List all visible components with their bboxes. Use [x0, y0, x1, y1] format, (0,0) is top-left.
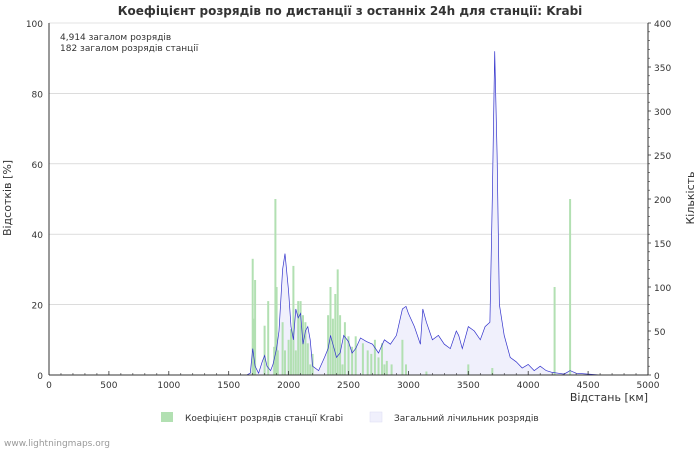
ratio-bar-4350	[569, 199, 572, 375]
y-left-tick-label-100: 100	[26, 20, 43, 30]
chart-title: Коефіцієнт розрядів по дистанції з остан…	[118, 4, 583, 18]
ratio-bar-2140	[304, 322, 307, 375]
legend-label-count: Загальний лічильник розрядів	[394, 414, 539, 424]
count-series-line-layer	[246, 51, 601, 376]
x-tick-label-3500: 3500	[457, 381, 480, 391]
y-left-axis-label: Відсотків [%]	[1, 160, 14, 236]
ratio-bar-2180	[309, 364, 312, 375]
ratio-bar-2430	[339, 315, 342, 375]
legend-swatch-count	[369, 411, 383, 423]
x-tick-label-3000: 3000	[397, 381, 420, 391]
ratio-bar-1700	[251, 258, 254, 375]
ratio-bar-2450	[341, 364, 344, 375]
y-right-tick-label-200: 200	[654, 196, 671, 206]
ratio-bar-2690	[370, 353, 373, 375]
info-total-discharges: 4,914 загалом розрядів	[60, 33, 171, 43]
ratio-bar-2780	[381, 343, 383, 375]
y-right-tick-label-350: 350	[654, 64, 671, 74]
y-right-tick-label-50: 50	[654, 328, 666, 338]
y-right-tick-label-300: 300	[654, 108, 671, 118]
x-axis-label: Відстань [км]	[570, 391, 648, 404]
y-right-tick-label-150: 150	[654, 240, 671, 250]
ratio-bar-3700	[491, 368, 494, 375]
ratio-bar-2160	[306, 343, 309, 375]
x-tick-label-2000: 2000	[277, 381, 300, 391]
y-right-tick-label-0: 0	[654, 372, 660, 382]
ratio-bar-2000	[287, 339, 290, 375]
x-tick-label-4500: 4500	[577, 381, 600, 391]
ratio-bar-1970	[284, 350, 286, 375]
x-tick-label-5000: 5000	[637, 381, 660, 391]
x-tick-label-500: 500	[100, 381, 117, 391]
ratio-bars-layer	[251, 199, 572, 375]
ratio-bar-4220	[553, 287, 556, 375]
grid	[49, 22, 648, 305]
ratio-bar-2330	[327, 315, 330, 375]
ratio-bar-2950	[401, 339, 404, 375]
y-left-tick-label-60: 60	[32, 161, 44, 171]
ratio-bar-2750	[377, 357, 380, 375]
x-tick-label-1500: 1500	[217, 381, 240, 391]
legend-label-ratio: Коефіцієнт розрядів станції Krabi	[185, 414, 343, 424]
ratio-bar-2500	[347, 336, 350, 375]
ratio-bar-2470	[343, 322, 346, 375]
ratio-bar-2800	[383, 364, 386, 375]
ratio-bar-1800	[263, 325, 266, 375]
x-tick-label-4000: 4000	[517, 381, 540, 391]
x-tick-label-0: 0	[46, 381, 52, 391]
y-left-tick-label-0: 0	[37, 372, 43, 382]
ratio-bar-2860	[390, 364, 393, 375]
ratio-bar-2980	[405, 364, 407, 375]
ratio-bar-1880	[273, 346, 276, 375]
ratio-bar-1720	[254, 280, 257, 375]
ratio-bar-2390	[334, 294, 337, 375]
x-tick-label-1000: 1000	[157, 381, 180, 391]
ratio-bar-3500	[467, 364, 470, 375]
x-tick-label-2500: 2500	[337, 381, 360, 391]
ratio-bar-2100	[299, 301, 302, 375]
y-right-tick-label-250: 250	[654, 152, 671, 162]
ratio-bar-1900	[275, 287, 278, 375]
count-series-line	[246, 51, 601, 376]
ratio-bar-1830	[267, 301, 270, 375]
ratio-bar-2660	[366, 350, 369, 375]
y-right-axis-label: Кількість	[684, 171, 697, 224]
ratio-bar-2060	[294, 350, 297, 375]
y-left-tick-label-20: 20	[32, 302, 44, 312]
ratio-bar-3150	[425, 371, 428, 375]
ratio-bar-2560	[354, 336, 357, 375]
ratio-bar-1890	[274, 199, 277, 375]
legend-swatch-ratio	[161, 412, 173, 422]
ratio-bar-2820	[385, 360, 388, 375]
y-left-tick-label-80: 80	[32, 90, 44, 100]
ratio-bar-1950	[281, 322, 284, 375]
y-right-tick-label-400: 400	[654, 20, 671, 30]
ratio-bar-2410	[336, 269, 339, 375]
y-left-tick-label-40: 40	[32, 231, 44, 241]
ratio-bar-2530	[351, 346, 354, 375]
ratio-bar-2020	[290, 329, 292, 375]
ratio-bar-2080	[297, 301, 300, 375]
ratio-bar-2120	[302, 315, 304, 375]
ratio-bar-2720	[373, 339, 376, 375]
legend: Коефіцієнт розрядів станції Krabi Загаль…	[161, 411, 539, 424]
info-box: 4,914 загалом розрядів 182 загалом розря…	[60, 33, 199, 54]
ratio-bar-1910	[276, 350, 279, 375]
ratio-bar-1710	[252, 318, 255, 375]
ratio-bar-2040	[292, 265, 295, 375]
y-right-tick-label-100: 100	[654, 284, 671, 294]
ratio-bar-2350	[329, 287, 332, 375]
footer-credit: www.lightningmaps.org	[4, 439, 110, 449]
ratio-bar-2370	[331, 318, 334, 375]
ratio-bar-2620	[361, 343, 364, 375]
info-station-discharges: 182 загалом розрядів станції	[60, 44, 199, 54]
